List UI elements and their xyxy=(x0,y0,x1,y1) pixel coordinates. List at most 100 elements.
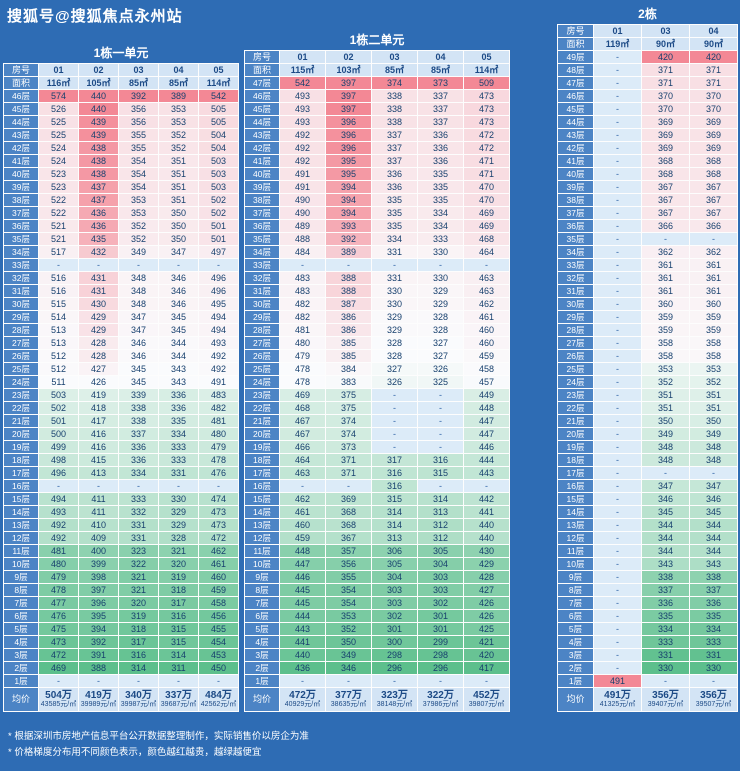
floor-label: 11层 xyxy=(3,544,39,558)
price-cell: 339 xyxy=(118,388,159,402)
floor-row: 5层 475 394 318 315 455 xyxy=(3,622,239,636)
price-cell: 329 xyxy=(417,284,464,298)
room-number-header: 03 xyxy=(118,63,159,77)
unit-area-header: 85㎡ xyxy=(371,63,418,77)
floor-row: 7层 477 396 320 317 458 xyxy=(3,596,239,610)
price-cell: 328 xyxy=(371,349,418,363)
floor-row: 7层 445 354 303 302 426 xyxy=(244,596,510,610)
floor-row: 9层 446 355 304 303 428 xyxy=(244,570,510,584)
floor-label: 16层 xyxy=(3,479,39,493)
floor-label: 22层 xyxy=(3,401,39,415)
floor-label: 15层 xyxy=(244,492,280,506)
price-cell: 502 xyxy=(38,401,79,415)
price-cell: 464 xyxy=(463,245,510,259)
price-cell: 396 xyxy=(325,141,372,155)
price-cell-empty: - xyxy=(593,336,642,350)
price-cell: 494 xyxy=(198,310,239,324)
price-cell: 488 xyxy=(279,232,326,246)
price-cell: 501 xyxy=(38,414,79,428)
floor-label: 35层 xyxy=(557,232,594,246)
floor-row: 2层 436 346 296 296 417 xyxy=(244,661,510,675)
building2-section: 2栋 房号 01 03 04 面积 119㎡ 90㎡ 90㎡ 49层 -420 420 48层 -371… xyxy=(557,7,738,712)
room-number-header: 01 xyxy=(38,63,79,77)
price-table-building1-unit2: 房号 01 02 03 04 05 面积 115㎡ 103㎡ 85㎡ 85㎡ 114㎡ 47层 542 39… xyxy=(244,50,510,712)
floor-row: 13层 460 368 314 312 440 xyxy=(244,518,510,532)
price-cell: 542 xyxy=(198,89,239,103)
price-cell: 461 xyxy=(279,505,326,519)
price-cell: 329 xyxy=(158,505,199,519)
floor-row: 30层 -360 360 xyxy=(557,297,738,311)
price-cell: 348 xyxy=(641,440,690,454)
floor-row: 41层 524 438 354 351 503 xyxy=(3,154,239,168)
price-cell-empty: - xyxy=(593,206,642,220)
price-cell: 354 xyxy=(325,583,372,597)
price-cell: 463 xyxy=(463,284,510,298)
price-cell: 396 xyxy=(78,596,119,610)
floor-row: 18层 464 371 317 316 444 xyxy=(244,453,510,467)
price-cell: 493 xyxy=(279,102,326,116)
building1-unit1-section: 1栋一单元 房号 01 02 03 04 05 面积 116㎡ 105㎡ 85㎡ 85㎡ 114㎡ 46… xyxy=(3,46,239,712)
price-cell: 352 xyxy=(325,622,372,636)
price-cell: 463 xyxy=(279,466,326,480)
price-cell-empty: - xyxy=(198,479,239,493)
floor-label: 10层 xyxy=(244,557,280,571)
floor-label: 4层 xyxy=(557,635,594,649)
floor-label: 13层 xyxy=(3,518,39,532)
price-cell: 336 xyxy=(417,128,464,142)
price-cell: 335 xyxy=(417,180,464,194)
price-cell: 304 xyxy=(371,570,418,584)
price-cell-empty: - xyxy=(325,479,372,493)
floor-label: 4层 xyxy=(244,635,280,649)
floor-row: 15层 494 411 333 330 474 xyxy=(3,492,239,506)
price-cell: 436 xyxy=(78,206,119,220)
price-cell: 337 xyxy=(417,115,464,129)
price-cell: 388 xyxy=(325,284,372,298)
floor-row: 28层 481 386 329 328 460 xyxy=(244,323,510,337)
price-cell: 513 xyxy=(38,336,79,350)
price-cell: 328 xyxy=(417,310,464,324)
price-cell: 346 xyxy=(158,271,199,285)
avg-total-price: 419万 xyxy=(85,690,112,701)
price-cell: 371 xyxy=(689,76,738,90)
price-cell: 395 xyxy=(325,167,372,181)
price-cell: 353 xyxy=(158,102,199,116)
price-cell: 359 xyxy=(689,310,738,324)
price-cell: 348 xyxy=(118,297,159,311)
price-cell-empty: - xyxy=(593,115,642,129)
avg-total-price: 472万 xyxy=(289,690,316,701)
floor-row: 6层 476 395 319 316 456 xyxy=(3,609,239,623)
price-cell-empty: - xyxy=(371,258,418,272)
price-cell: 462 xyxy=(463,297,510,311)
price-cell: 410 xyxy=(78,518,119,532)
floor-label: 1层 xyxy=(244,674,280,688)
price-cell: 343 xyxy=(641,557,690,571)
price-cell: 440 xyxy=(78,102,119,116)
floor-row: 37层 522 436 353 350 502 xyxy=(3,206,239,220)
price-cell: 343 xyxy=(689,557,738,571)
price-cell: 428 xyxy=(78,336,119,350)
price-cell: 367 xyxy=(641,180,690,194)
floor-row: 34层 -362 362 xyxy=(557,245,738,259)
price-cell: 343 xyxy=(158,375,199,389)
price-cell: 367 xyxy=(689,193,738,207)
price-cell: 369 xyxy=(689,115,738,129)
price-cell: 344 xyxy=(641,518,690,532)
price-cell: 483 xyxy=(279,284,326,298)
floor-label: 36层 xyxy=(244,219,280,233)
price-cell: 332 xyxy=(118,505,159,519)
floor-label: 20层 xyxy=(557,427,594,441)
price-cell: 411 xyxy=(78,492,119,506)
price-cell: 336 xyxy=(118,440,159,454)
price-cell: 526 xyxy=(38,102,79,116)
price-cell: 359 xyxy=(689,323,738,337)
price-cell: 328 xyxy=(371,336,418,350)
floor-row: 24层 -352 352 xyxy=(557,375,738,389)
price-cell: 431 xyxy=(78,284,119,298)
price-cell: 315 xyxy=(158,622,199,636)
price-cell: 362 xyxy=(689,245,738,259)
price-cell-empty: - xyxy=(417,479,464,493)
price-cell: 320 xyxy=(158,557,199,571)
price-cell: 457 xyxy=(463,375,510,389)
avg-total-price: 484万 xyxy=(205,690,232,701)
price-cell-empty: - xyxy=(371,401,418,415)
